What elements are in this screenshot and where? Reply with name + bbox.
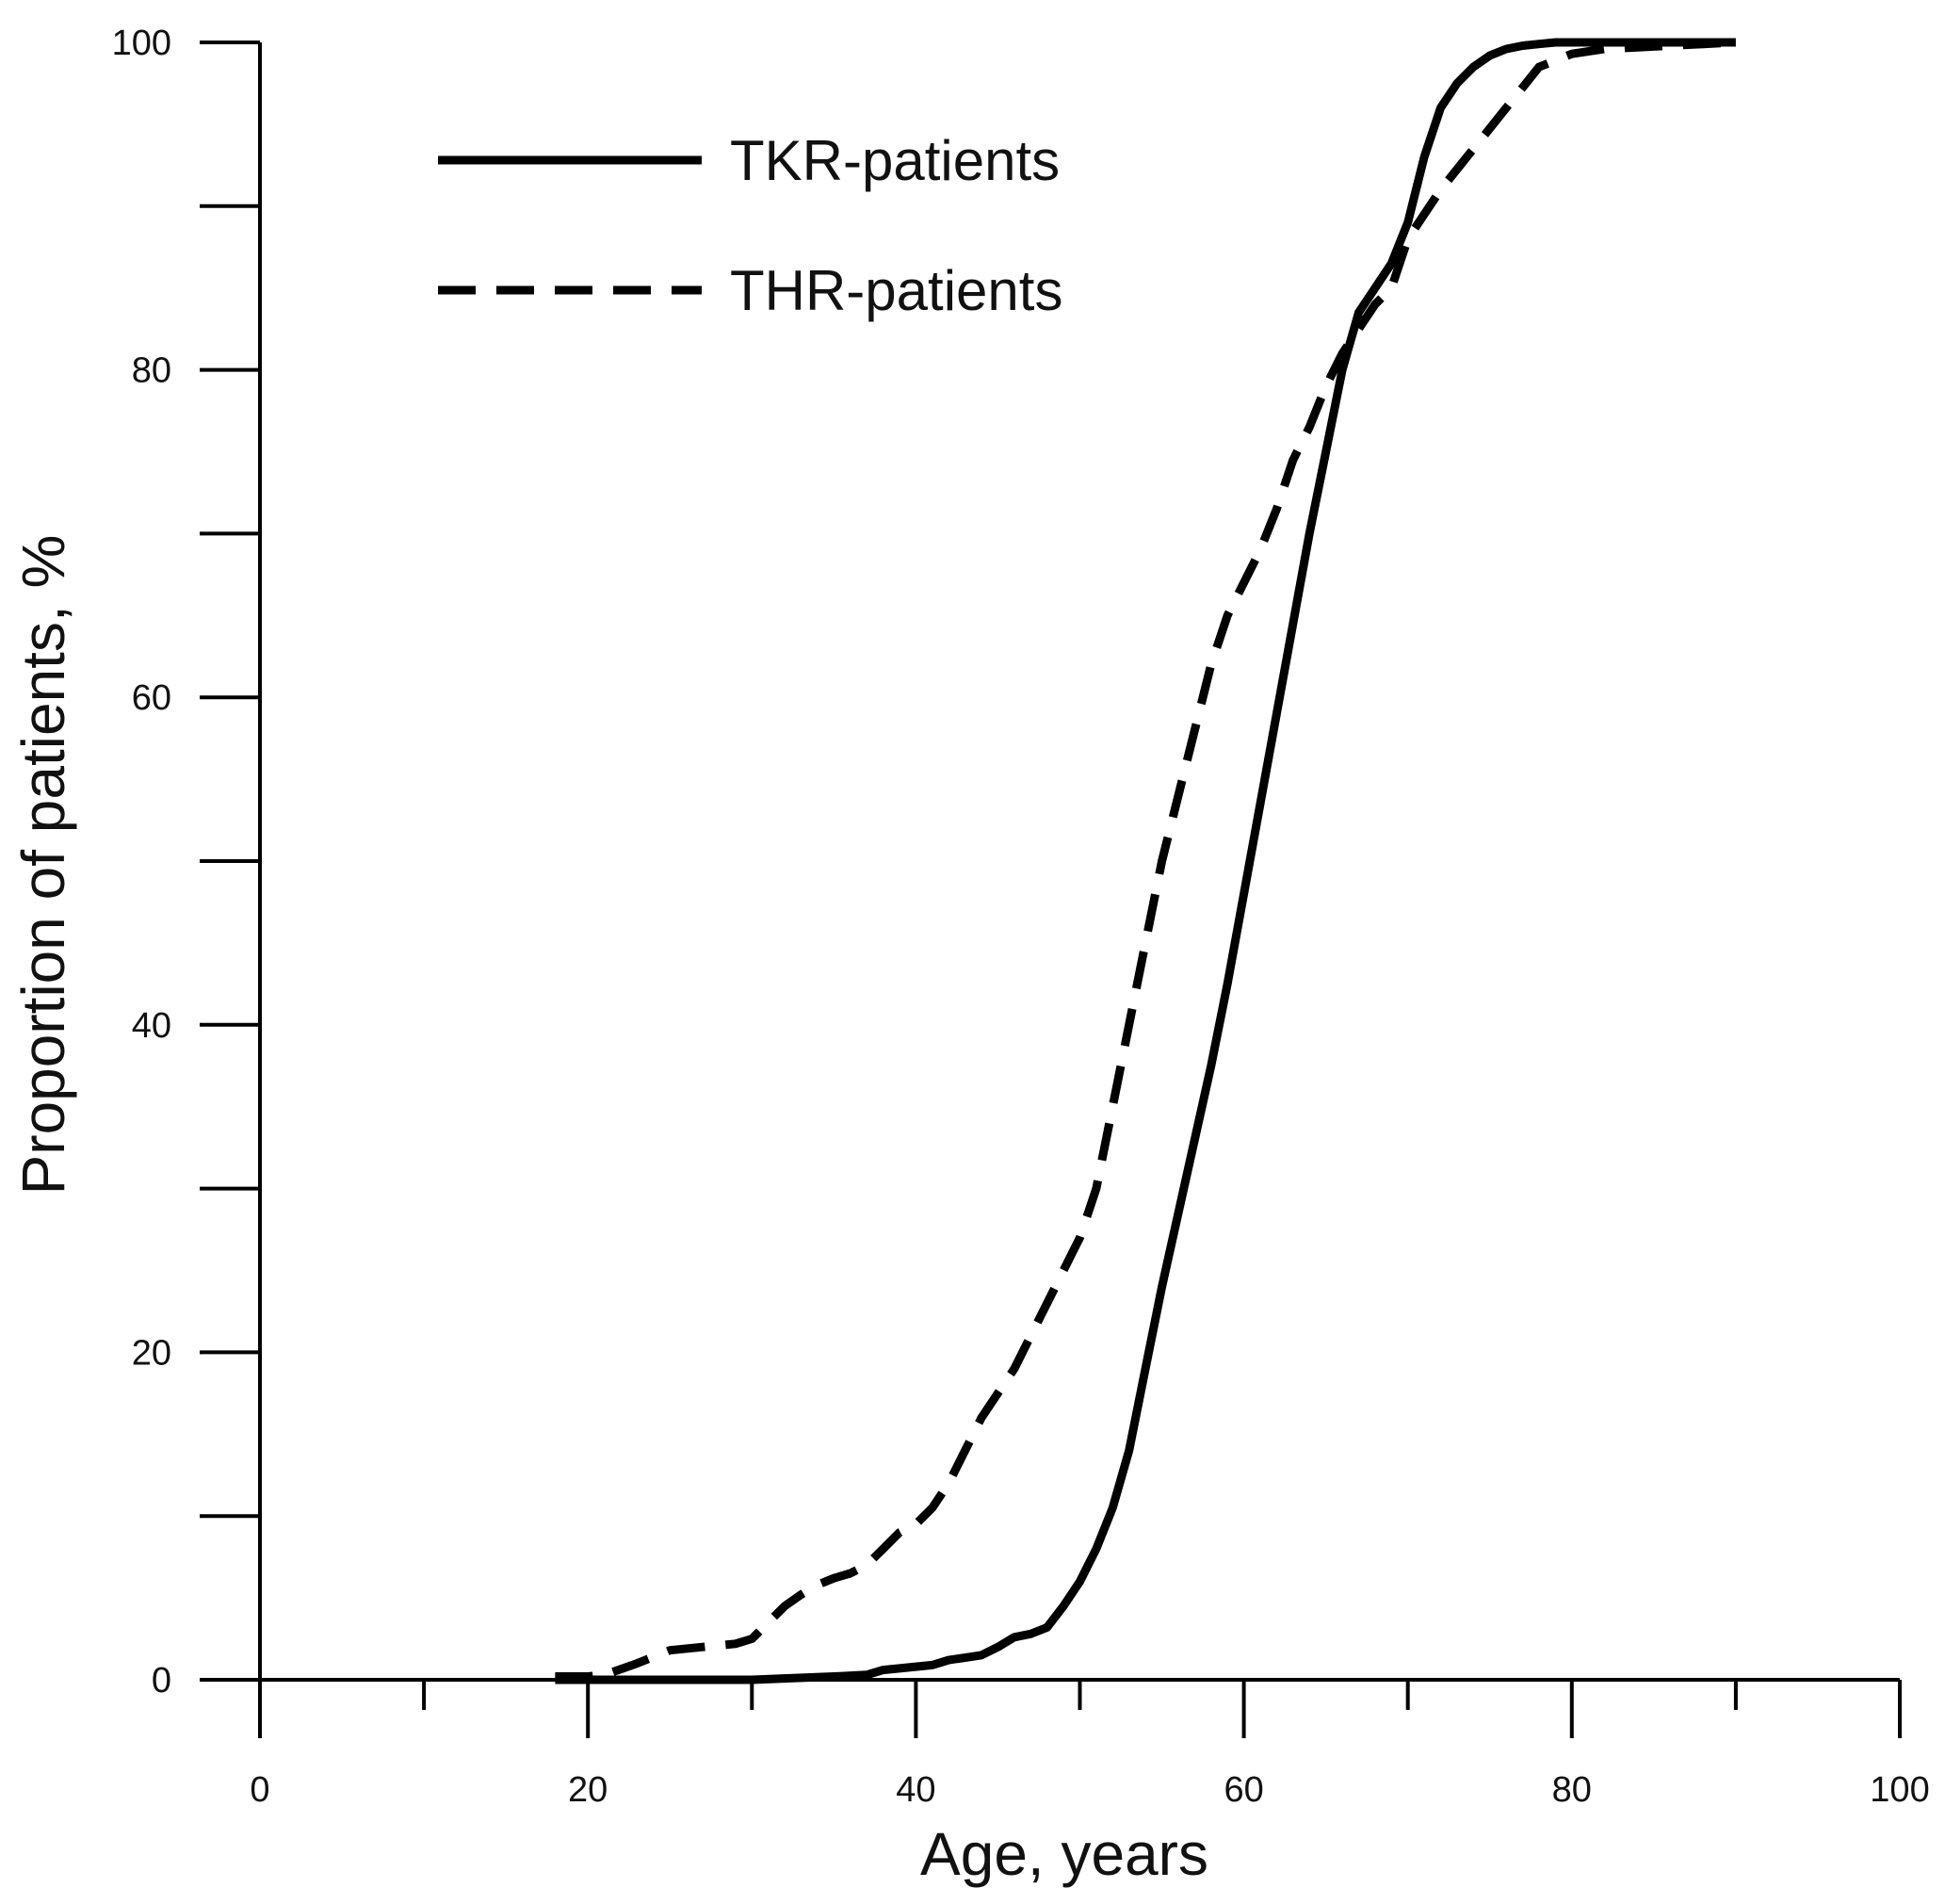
y-tick-label: 100 bbox=[112, 24, 171, 63]
x-tick-label: 20 bbox=[568, 1770, 608, 1810]
x-tick-label: 60 bbox=[1224, 1770, 1263, 1810]
legend-label-tkr-patients: TKR-patients bbox=[730, 129, 1060, 192]
y-tick-label: 80 bbox=[132, 351, 171, 391]
series-line-thr-patients bbox=[555, 38, 1737, 1681]
y-axis-title: Proportion of patients, % bbox=[9, 535, 77, 1196]
x-tick-label: 80 bbox=[1552, 1770, 1592, 1810]
plot-series bbox=[555, 38, 1737, 1684]
legend: TKR-patients THR-patients bbox=[438, 129, 1062, 322]
y-tick-label: 0 bbox=[152, 1661, 171, 1701]
x-tick-label: 40 bbox=[896, 1770, 935, 1810]
y-ticks: 0 20 40 60 80 100 bbox=[112, 24, 260, 1701]
axes: 0 20 40 60 80 100 0 20 40 60 80 100 bbox=[112, 24, 1930, 1810]
y-tick-label: 40 bbox=[132, 1006, 171, 1046]
y-tick-label: 60 bbox=[132, 678, 171, 718]
x-axis-title: Age, years bbox=[920, 1820, 1208, 1888]
x-tick-label: 100 bbox=[1870, 1770, 1929, 1810]
x-tick-label: 0 bbox=[250, 1770, 269, 1810]
y-tick-label: 20 bbox=[132, 1333, 171, 1373]
x-ticks: 0 20 40 60 80 100 bbox=[250, 1680, 1930, 1810]
series-line-tkr-patients bbox=[555, 38, 1736, 1684]
legend-label-thr-patients: THR-patients bbox=[730, 259, 1062, 322]
